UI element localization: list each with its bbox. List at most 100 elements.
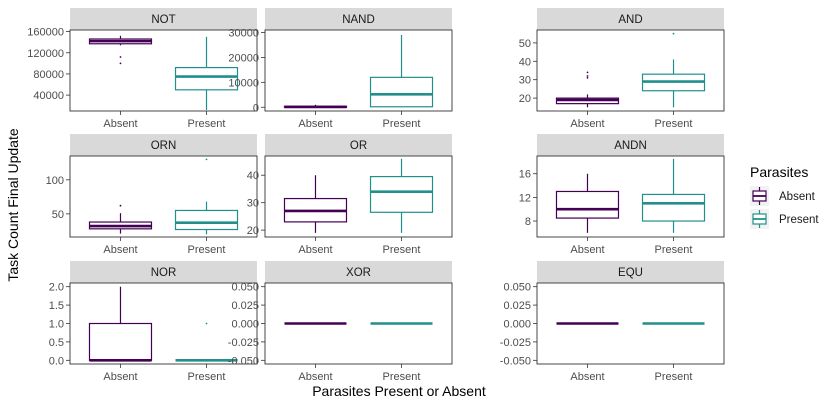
y-tick-label: 20000 — [228, 52, 259, 64]
y-tick-label: 0 — [253, 102, 259, 114]
facet-panel-nand: NAND 0 10000 20000 30000 Absent Present — [228, 8, 453, 130]
y-tick-label: 120000 — [27, 48, 64, 60]
box-present — [175, 322, 238, 362]
panel-border — [264, 29, 453, 112]
facet-strip-label: OR — [350, 140, 367, 152]
y-tick-label: 30 — [519, 75, 531, 87]
x-tick-label: Absent — [298, 244, 332, 256]
facet-strip-label: NOT — [151, 14, 175, 26]
y-tick-label: 30 — [247, 198, 259, 210]
x-tick-label: Present — [188, 371, 226, 383]
y-tick-label: 0.000 — [231, 319, 259, 331]
x-tick-label: Present — [655, 371, 693, 383]
y-tick-label: 40 — [519, 56, 531, 68]
y-tick-label: 40000 — [33, 90, 64, 102]
legend-label: Absent — [779, 191, 816, 203]
box-present — [641, 158, 706, 233]
legend-key-present: Present — [750, 209, 819, 229]
y-tick-label: 0.000 — [503, 319, 531, 331]
box-absent — [88, 204, 153, 234]
x-tick-label: Present — [188, 244, 226, 256]
outlier-point — [119, 56, 122, 58]
x-tick-label: Present — [383, 244, 421, 256]
x-tick-label: Absent — [570, 371, 604, 383]
outlier-point — [205, 158, 208, 161]
x-tick-label: Absent — [570, 118, 604, 130]
facet-strip-label: NAND — [342, 14, 375, 26]
y-tick-label: 100 — [46, 175, 64, 187]
y-tick-label: -0.025 — [228, 337, 259, 349]
x-tick-label: Absent — [103, 244, 137, 256]
legend-key-absent: Absent — [750, 186, 816, 206]
box-present — [174, 158, 239, 235]
facet-strip — [265, 8, 452, 30]
box-body — [369, 76, 434, 108]
facet-strip — [537, 134, 724, 156]
facet-strip-label: EQU — [618, 267, 643, 279]
facet-panel-xor: XOR -0.050 -0.025 0.000 0.025 0.050 Absent Pres… — [228, 261, 453, 383]
x-tick-label: Present — [188, 118, 226, 130]
y-tick-label: 8 — [525, 216, 531, 228]
y-tick-label: 0.025 — [503, 300, 531, 312]
box-absent — [88, 35, 153, 65]
facet-panel-and: AND 20 30 40 50 Absent Present — [519, 8, 725, 130]
y-tick-label: 0.0 — [49, 355, 64, 367]
y-tick-label: 0.5 — [49, 337, 64, 349]
facet-strip — [70, 134, 257, 156]
outlier-point — [119, 204, 122, 207]
x-tick-label: Present — [383, 118, 421, 130]
legend-label: Present — [779, 214, 819, 226]
y-tick-label: 80000 — [33, 69, 64, 81]
outlier-point — [586, 71, 589, 74]
y-tick-label: 40 — [247, 170, 259, 182]
x-tick-label: Present — [655, 118, 693, 130]
facet-strip — [537, 261, 724, 283]
box-absent — [283, 104, 348, 109]
facet-strip-label: ANDN — [614, 140, 647, 152]
facet-strip-label: NOR — [151, 267, 177, 279]
panel-border — [69, 155, 258, 238]
panel-border — [536, 155, 725, 238]
facet-strip — [265, 261, 452, 283]
legend: Parasites Absent Present — [750, 164, 819, 229]
x-tick-label: Present — [383, 371, 421, 383]
x-tick-label: Present — [655, 244, 693, 256]
box-present — [369, 158, 434, 233]
y-tick-label: 50 — [52, 209, 64, 221]
y-tick-label: 1.5 — [49, 300, 64, 312]
box-body — [88, 322, 153, 361]
panel-border — [69, 29, 258, 112]
outlier-point — [205, 322, 208, 325]
facet-strip — [70, 8, 257, 30]
box-body — [174, 66, 239, 91]
box-body — [369, 175, 434, 213]
y-tick-label: 2.0 — [49, 282, 64, 294]
box-absent — [88, 286, 153, 362]
panel-border — [536, 29, 725, 112]
y-tick-label: 12 — [519, 192, 531, 204]
y-tick-label: 20 — [247, 225, 259, 237]
panel-border — [264, 155, 453, 238]
x-tick-label: Absent — [298, 371, 332, 383]
facet-strip — [265, 134, 452, 156]
x-tick-label: Absent — [103, 371, 137, 383]
outlier-point — [672, 32, 675, 35]
box-absent — [555, 173, 620, 233]
box-body — [174, 209, 239, 231]
outlier-point — [586, 76, 589, 79]
facet-panel-or: OR 20 30 40 Absent Present — [247, 134, 453, 256]
y-tick-label: 50 — [519, 38, 531, 50]
y-tick-label: 0.050 — [503, 282, 531, 294]
facet-strip-label: AND — [618, 14, 642, 26]
x-tick-label: Absent — [298, 118, 332, 130]
y-axis-title: Task Count Final Update — [5, 128, 21, 282]
x-axis-title: Parasites Present or Absent — [312, 383, 486, 399]
y-tick-label: 10000 — [228, 77, 259, 89]
y-tick-label: 20 — [519, 93, 531, 105]
y-tick-label: 0.050 — [231, 282, 259, 294]
box-body — [555, 190, 620, 219]
box-present — [369, 34, 434, 108]
x-tick-label: Absent — [570, 244, 604, 256]
